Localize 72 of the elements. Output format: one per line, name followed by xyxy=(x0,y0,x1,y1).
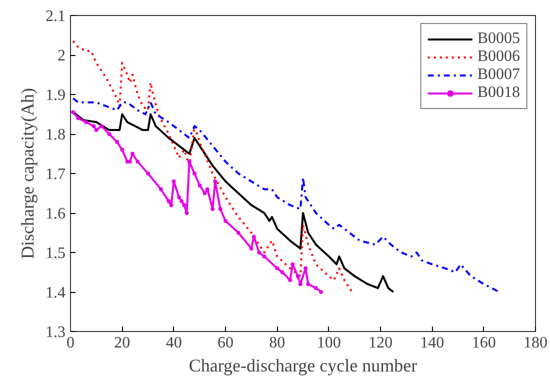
legend-label: B0007 xyxy=(477,66,520,84)
point xyxy=(92,124,96,128)
y-tick-label: 2.1 xyxy=(46,8,66,25)
point xyxy=(158,187,163,192)
point xyxy=(184,211,189,215)
line-series xyxy=(72,97,500,293)
point xyxy=(172,179,176,184)
y-tick-label: 1.7 xyxy=(46,166,66,183)
point xyxy=(71,110,76,114)
x-tick-label: 20 xyxy=(114,334,130,352)
x-axis-title: Charge-discharge cycle number xyxy=(188,356,418,376)
point xyxy=(166,199,171,204)
point xyxy=(100,124,104,128)
point xyxy=(218,207,222,212)
point xyxy=(180,199,184,204)
x-tick-label: 40 xyxy=(166,334,182,352)
x-tick-label: 160 xyxy=(472,334,496,352)
legend-label: B0018 xyxy=(477,84,520,102)
point xyxy=(76,116,80,120)
point xyxy=(177,195,181,200)
point xyxy=(84,120,88,124)
point xyxy=(304,266,308,270)
point xyxy=(202,191,207,196)
point xyxy=(288,278,292,282)
point xyxy=(169,203,174,208)
point xyxy=(130,152,134,156)
x-tick-label: 60 xyxy=(218,334,234,352)
point xyxy=(224,218,228,223)
point xyxy=(120,148,124,152)
point xyxy=(249,246,254,251)
y-axis-title: Discharge capacity(Ah) xyxy=(18,88,38,260)
point xyxy=(262,254,266,258)
y-tick-label: 1.8 xyxy=(46,126,66,144)
point xyxy=(107,132,112,136)
legend-label: B0006 xyxy=(477,48,520,66)
point xyxy=(198,183,202,188)
point xyxy=(210,207,215,212)
x-tick-label: 0 xyxy=(66,334,74,352)
point xyxy=(296,274,300,278)
y-tick-label: 1.4 xyxy=(46,284,66,302)
y-tick-label: 1.6 xyxy=(46,206,66,222)
point xyxy=(236,230,240,235)
point xyxy=(275,266,280,270)
point xyxy=(298,282,302,286)
point xyxy=(213,179,218,184)
point xyxy=(280,270,284,274)
point xyxy=(136,160,140,164)
point xyxy=(94,128,98,132)
point xyxy=(252,234,256,239)
point xyxy=(146,172,150,176)
point xyxy=(192,172,196,176)
x-tick-label: 120 xyxy=(368,334,392,352)
point xyxy=(290,262,295,266)
point xyxy=(306,282,310,286)
point xyxy=(115,140,119,144)
legend-label: B0005 xyxy=(477,30,520,48)
x-tick-label: 100 xyxy=(316,334,341,352)
line-series xyxy=(72,110,394,293)
point xyxy=(187,160,192,164)
y-tick-label: 2 xyxy=(58,48,66,64)
line-series xyxy=(72,40,354,293)
x-tick-label: 80 xyxy=(269,334,286,352)
y-tick-label: 1.5 xyxy=(46,245,66,262)
y-tick-label: 1.3 xyxy=(46,324,66,341)
y-tick-label: 1.9 xyxy=(46,87,66,104)
point xyxy=(257,250,262,254)
point xyxy=(182,203,186,208)
x-tick-label: 180 xyxy=(524,334,548,352)
x-tick-label: 140 xyxy=(420,334,444,352)
point xyxy=(314,286,318,290)
point xyxy=(319,290,324,294)
point xyxy=(205,187,210,192)
